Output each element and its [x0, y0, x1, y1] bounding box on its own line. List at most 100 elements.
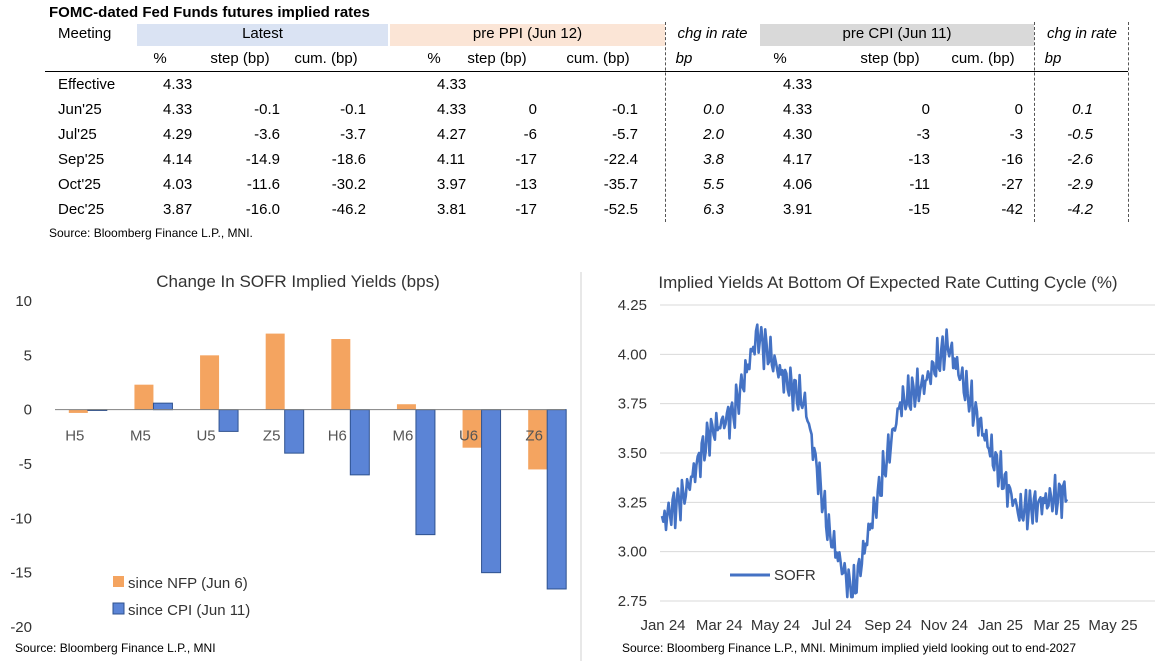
line-chart-title: Implied Yields At Bottom Of Expected Rat… [658, 273, 1117, 292]
x-tick-label: Mar 24 [696, 617, 743, 634]
bar-cpi [349, 409, 370, 476]
legend-label: since NFP (Jun 6) [128, 575, 248, 592]
table-cell: 0.0 [703, 101, 724, 118]
y-tick-label: 3.25 [618, 494, 647, 511]
x-tick-label: May 25 [1088, 617, 1137, 634]
table-cell: 4.06 [783, 176, 813, 193]
group-header-band [760, 24, 1034, 46]
bar-nfp [331, 339, 351, 410]
y-tick-label: 4.25 [618, 297, 647, 314]
column-subheader: bp [675, 50, 693, 67]
row-meeting-label: Effective [58, 76, 116, 93]
bar-cpi [481, 409, 502, 574]
table-cell: 4.33 [437, 101, 467, 118]
table-cell: -3 [916, 126, 930, 143]
bar-nfp [134, 384, 154, 410]
table-cell: -11.6 [246, 176, 280, 193]
table-cell: -6 [523, 126, 537, 143]
table-cell: 0 [528, 101, 537, 118]
y-tick-label: 2.75 [618, 593, 647, 610]
x-tick-label: H6 [328, 428, 347, 445]
bar-cpi [218, 409, 239, 432]
column-subheader: step (bp) [467, 50, 527, 67]
row-meeting-label: Dec'25 [58, 201, 105, 218]
group-header-label: pre PPI (Jun 12) [472, 25, 583, 42]
table-cell: 3.8 [703, 151, 724, 168]
table-cell: -11 [909, 176, 930, 193]
x-tick-label: Mar 25 [1033, 617, 1080, 634]
table-cell: -13 [908, 151, 930, 168]
group-header-label: pre CPI (Jun 11) [842, 25, 952, 42]
table-cell: -2.6 [1067, 151, 1093, 168]
table-cell: 3.91 [783, 201, 813, 218]
x-tick-label: May 24 [751, 617, 800, 634]
table-title: FOMC-dated Fed Funds futures implied rat… [49, 4, 370, 21]
table-cell: -30.2 [331, 176, 366, 193]
y-tick-label: 0 [24, 402, 32, 419]
table-cell: -3.6 [254, 126, 280, 143]
y-tick-label: 5 [24, 347, 32, 364]
y-tick-label: 3.50 [618, 445, 647, 462]
x-tick-label: Jul 24 [812, 617, 852, 634]
table-cell: 4.33 [783, 101, 813, 118]
table-cell: -52.5 [603, 201, 638, 218]
line-chart-source: Source: Bloomberg Finance L.P., MNI. Min… [622, 641, 1076, 655]
group-header-band [1036, 24, 1128, 46]
x-tick-label: H5 [65, 428, 84, 445]
table-cell: 4.11 [437, 151, 466, 168]
table-cell: 0 [921, 101, 930, 118]
bar-nfp [265, 333, 285, 410]
table-cell: -17 [515, 201, 537, 218]
table-cell: -13 [515, 176, 537, 193]
table-cell: 4.29 [163, 126, 193, 143]
table-cell: -3.7 [340, 126, 366, 143]
bar-nfp [396, 404, 416, 410]
bar-chart-source: Source: Bloomberg Finance L.P., MNI [15, 641, 216, 655]
group-header-band [390, 24, 665, 46]
table-cell: 3.87 [163, 201, 193, 218]
y-tick-label: -20 [10, 619, 32, 636]
x-tick-label: M6 [393, 428, 414, 445]
x-tick-label: U6 [459, 428, 478, 445]
table-cell: -3 [1009, 126, 1023, 143]
fomc-table-panel: FOMC-dated Fed Funds futures implied rat… [0, 0, 1165, 245]
bar-chart-title: Change In SOFR Implied Yields (bps) [156, 272, 439, 291]
table-cell: -17 [515, 151, 537, 168]
y-tick-label: -15 [10, 565, 32, 582]
table-cell: 4.33 [437, 76, 467, 93]
x-tick-label: Sep 24 [864, 617, 912, 634]
column-divider [1034, 22, 1036, 222]
column-subheader: % [773, 50, 787, 67]
row-meeting-label: Jun'25 [58, 101, 102, 118]
y-tick-label: 3.00 [618, 544, 647, 561]
y-tick-label: -5 [19, 456, 32, 473]
implied-yield-line-chart: Implied Yields At Bottom Of Expected Rat… [582, 262, 1165, 661]
table-cell: -4.2 [1067, 201, 1093, 218]
meeting-header: Meeting [58, 25, 112, 42]
column-subheader: % [427, 50, 441, 67]
column-subheader: step (bp) [210, 50, 270, 67]
table-cell: 4.14 [163, 151, 193, 168]
table-cell: 0 [1014, 101, 1023, 118]
table-cell: -0.1 [254, 101, 280, 118]
y-tick-label: -10 [10, 510, 32, 527]
column-subheader: cum. (bp) [294, 50, 358, 67]
x-tick-label: Z6 [525, 428, 543, 445]
column-divider [665, 22, 667, 222]
row-meeting-label: Oct'25 [58, 176, 101, 193]
line-chart-svg: Implied Yields At Bottom Of Expected Rat… [618, 273, 1155, 655]
table-cell: -22.4 [603, 151, 638, 168]
table-cell: 6.3 [703, 201, 724, 218]
group-header-band [137, 24, 388, 46]
legend-swatch [113, 576, 124, 587]
legend-label: since CPI (Jun 11) [128, 602, 250, 619]
column-subheader: % [153, 50, 167, 67]
table-cell: 4.33 [163, 101, 193, 118]
table-cell: -16.0 [245, 201, 280, 218]
table-cell: 5.5 [703, 176, 724, 193]
bar-cpi [546, 409, 567, 590]
table-cell: 2.0 [703, 126, 724, 143]
x-tick-label: Jan 24 [640, 617, 685, 634]
legend-swatch [112, 602, 125, 615]
x-tick-label: Jan 25 [978, 617, 1023, 634]
